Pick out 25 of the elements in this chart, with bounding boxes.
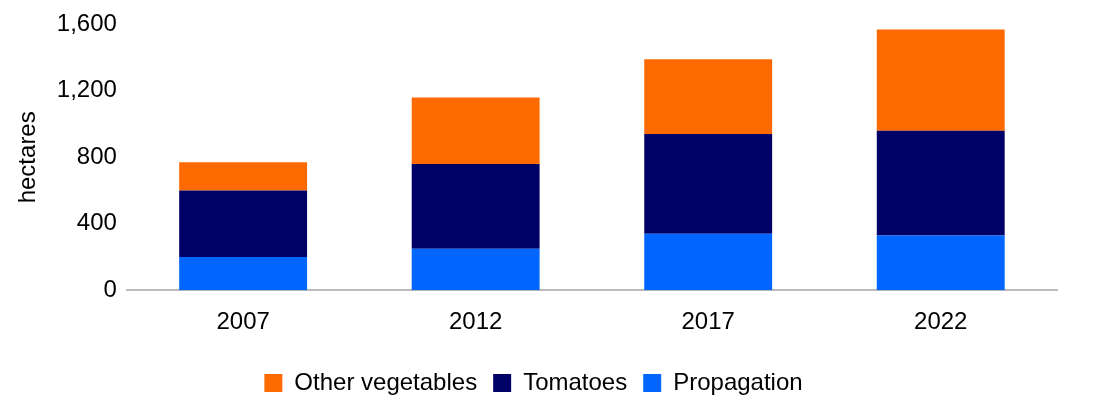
bar [876,235,1005,291]
bar [411,163,540,249]
bar [411,248,540,291]
bar [876,130,1005,236]
bar [644,134,773,234]
legend-label: Propagation [673,367,803,395]
legend-label: Other vegetables [294,367,478,395]
bar [179,256,308,291]
y-axis-title: hectares [13,111,41,204]
y-tick-label: 0 [103,274,117,302]
bar [644,59,773,135]
y-tick-label: 1,600 [56,9,117,37]
y-tick-label: 400 [76,208,117,236]
bar [179,190,308,257]
y-tick-label: 800 [76,141,117,169]
y-tick-label: 1,200 [56,75,117,103]
bar [644,233,773,291]
x-tick-label: 2017 [681,307,735,335]
legend-label: Tomatoes [523,367,628,395]
x-tick-label: 2022 [914,307,968,335]
bar [179,162,308,191]
bar [876,29,1005,131]
bar [411,97,540,164]
x-tick-label: 2007 [216,307,270,335]
x-tick-label: 2012 [448,307,503,335]
